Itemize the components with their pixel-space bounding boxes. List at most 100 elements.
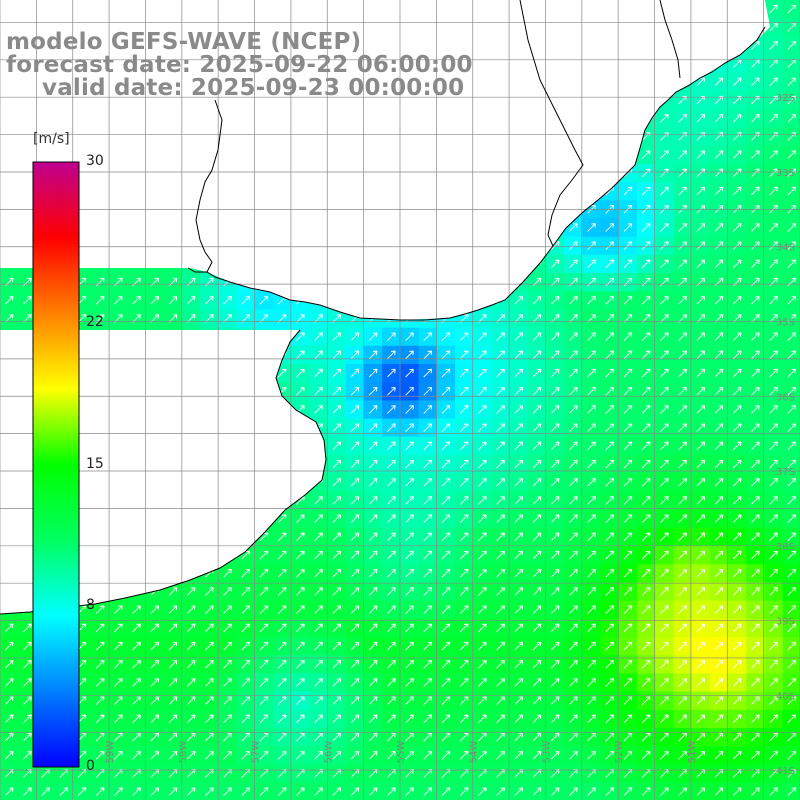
wind-arrow	[4, 168, 14, 178]
wind-arrow	[132, 77, 141, 87]
wind-arrow	[259, 514, 269, 523]
wind-arrow	[350, 295, 360, 305]
wind-arrow	[732, 168, 742, 178]
wind-arrow	[478, 77, 487, 87]
wind-arrow	[678, 514, 687, 523]
wind-arrow	[95, 496, 105, 505]
wind-arrow	[459, 259, 469, 269]
wind-arrow	[459, 22, 469, 32]
wind-arrow	[587, 295, 596, 305]
wind-arrow	[459, 368, 469, 378]
wind-arrow	[532, 22, 542, 32]
wind-arrow	[569, 113, 578, 123]
wind-arrow	[514, 241, 524, 250]
wind-arrow	[387, 496, 396, 505]
wind-arrow	[569, 77, 578, 87]
wind-arrow	[77, 22, 87, 32]
wind-arrow	[186, 587, 196, 596]
wind-arrow	[332, 241, 342, 250]
wind-arrow	[478, 41, 487, 50]
wind-arrow	[150, 223, 160, 232]
wind-arrow	[714, 168, 724, 178]
wind-arrow	[514, 587, 524, 596]
wind-arrow	[678, 168, 687, 178]
wind-arrow	[4, 496, 14, 505]
wind-arrow	[314, 386, 323, 396]
wind-arrow	[532, 295, 542, 305]
wind-arrow	[532, 332, 542, 341]
wind-arrow	[205, 441, 214, 451]
wind-arrow	[95, 332, 105, 341]
wind-arrow	[368, 150, 378, 159]
wind-arrow	[186, 514, 196, 523]
wind-arrow	[714, 368, 724, 378]
wind-arrow	[95, 550, 105, 560]
wind-arrow	[641, 550, 651, 560]
wind-arrow	[532, 223, 542, 232]
wind-arrow	[77, 150, 87, 159]
wind-arrow	[205, 386, 214, 396]
wind-arrow	[150, 514, 160, 523]
wind-arrow	[441, 332, 451, 341]
wind-arrow	[277, 259, 287, 269]
wind-arrow	[478, 423, 487, 432]
wind-arrow	[132, 441, 141, 451]
wind-arrow	[605, 350, 615, 360]
wind-arrow	[678, 259, 687, 269]
wind-arrow	[405, 332, 414, 341]
wind-arrow	[569, 41, 578, 50]
wind-arrow	[605, 405, 615, 414]
wind-arrow	[205, 514, 214, 523]
wind-arrow	[23, 259, 32, 269]
wind-arrow	[769, 496, 778, 505]
wind-arrow	[150, 532, 160, 542]
wind-arrow	[478, 459, 487, 469]
wind-arrow	[569, 550, 578, 560]
wind-arrow	[714, 223, 724, 232]
wind-arrow	[205, 550, 214, 560]
wind-arrow	[350, 22, 360, 32]
wind-arrow	[660, 314, 669, 323]
wind-arrow	[223, 423, 232, 432]
wind-arrow	[678, 22, 687, 32]
wind-arrow	[186, 441, 196, 451]
wind-arrow	[132, 368, 141, 378]
wind-arrow	[23, 113, 32, 123]
wind-arrow	[277, 514, 287, 523]
wind-arrow	[259, 550, 269, 560]
wind-arrow	[223, 459, 232, 469]
wind-arrow	[732, 459, 742, 469]
wind-arrow	[678, 532, 687, 542]
wind-arrow	[787, 477, 797, 487]
wind-arrow	[186, 568, 196, 578]
wind-arrow	[587, 386, 596, 396]
wind-arrow	[150, 77, 160, 87]
wind-arrow	[205, 587, 214, 596]
wind-arrow	[4, 423, 14, 432]
wind-arrow	[532, 587, 542, 596]
wind-arrow	[114, 259, 123, 269]
wind-arrow	[696, 41, 706, 50]
wind-arrow	[569, 241, 578, 250]
wind-arrow	[241, 113, 251, 123]
wind-arrow	[550, 4, 560, 14]
wind-arrow	[23, 550, 32, 560]
wind-arrow	[23, 4, 32, 14]
wind-arrow	[550, 568, 560, 578]
wind-arrow	[114, 223, 123, 232]
wind-arrow	[4, 77, 14, 87]
wind-arrow	[423, 314, 433, 323]
wind-arrow	[623, 22, 633, 32]
wind-arrow	[732, 441, 742, 451]
wind-arrow	[223, 186, 232, 196]
wind-arrow	[550, 350, 560, 360]
wind-arrow	[259, 113, 269, 123]
wind-arrow	[660, 241, 669, 250]
wind-arrow	[205, 368, 214, 378]
wind-arrow	[605, 423, 615, 432]
wind-arrow	[423, 514, 433, 523]
wind-arrow	[296, 314, 305, 323]
wind-arrow	[423, 405, 433, 414]
wind-arrow	[314, 241, 323, 250]
wind-arrow	[223, 223, 232, 232]
